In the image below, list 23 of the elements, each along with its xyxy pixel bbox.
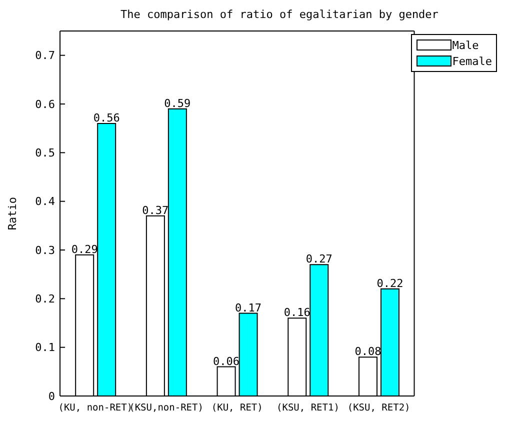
legend-label: Male bbox=[452, 38, 479, 52]
x-tick-label: (KSU, RET1) bbox=[276, 402, 340, 414]
y-tick-label: 0.4 bbox=[35, 195, 56, 208]
x-tick-label: (KU, RET) bbox=[211, 402, 263, 414]
data-label: 0.56 bbox=[93, 111, 120, 124]
y-tick-label: 0.7 bbox=[35, 49, 55, 62]
data-label: 0.27 bbox=[306, 252, 332, 266]
y-tick-label: 0 bbox=[48, 390, 55, 403]
data-label: 0.59 bbox=[164, 96, 191, 110]
x-tick-label: (KSU, RET2) bbox=[347, 402, 410, 414]
y-tick-label: 0.2 bbox=[35, 292, 55, 306]
y-tick-label: 0.3 bbox=[35, 244, 55, 257]
y-axis-title: Ratio bbox=[6, 196, 19, 230]
y-tick-label: 0.5 bbox=[35, 146, 55, 160]
data-label: 0.08 bbox=[354, 345, 382, 358]
legend-label: Female bbox=[452, 54, 492, 68]
y-tick-label: 0.6 bbox=[35, 98, 55, 111]
data-label: 0.06 bbox=[213, 354, 240, 368]
chart-title: The comparison of ratio of egalitarian by gender bbox=[120, 8, 440, 23]
data-label: 0.17 bbox=[235, 301, 262, 314]
data-label: 0.37 bbox=[142, 204, 169, 217]
y-tick-label: 0.1 bbox=[35, 341, 55, 354]
data-label: 0.22 bbox=[376, 276, 404, 290]
